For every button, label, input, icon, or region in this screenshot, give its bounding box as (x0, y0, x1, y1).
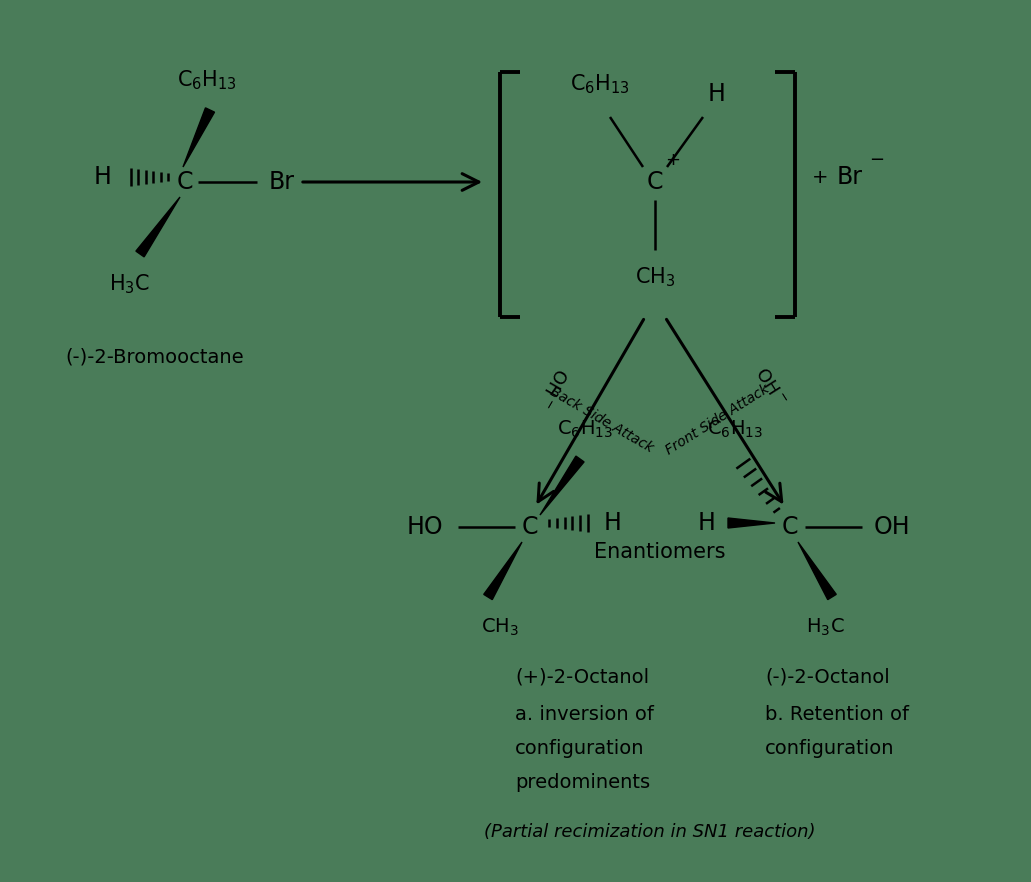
Polygon shape (484, 542, 522, 600)
Text: $\mathregular{OH^-}$: $\mathregular{OH^-}$ (534, 364, 570, 409)
Text: configuration: configuration (765, 739, 895, 759)
Text: Enantiomers: Enantiomers (594, 542, 726, 562)
Text: C: C (646, 170, 663, 194)
Text: (Partial recimization in SN1 reaction): (Partial recimization in SN1 reaction) (485, 823, 816, 841)
Text: $\mathregular{H_3C}$: $\mathregular{H_3C}$ (805, 617, 844, 638)
Text: H: H (698, 511, 716, 535)
Text: HO: HO (406, 515, 443, 539)
Text: Back Side Attack: Back Side Attack (547, 385, 656, 455)
Text: C: C (522, 515, 538, 539)
Text: +: + (665, 151, 680, 169)
Text: $\mathregular{C_6H_{13}}$: $\mathregular{C_6H_{13}}$ (707, 418, 763, 439)
Text: b. Retention of: b. Retention of (765, 706, 909, 724)
Text: (-)-2-Octanol: (-)-2-Octanol (765, 668, 890, 686)
Text: $\mathregular{C_6H_{13}}$: $\mathregular{C_6H_{13}}$ (177, 68, 237, 92)
Text: H: H (708, 82, 726, 106)
Text: $\mathregular{CH_3}$: $\mathregular{CH_3}$ (481, 617, 519, 638)
Text: $\mathregular{OH^-}$: $\mathregular{OH^-}$ (752, 364, 789, 409)
Text: $\mathregular{CH_3}$: $\mathregular{CH_3}$ (635, 265, 675, 288)
Polygon shape (540, 456, 585, 515)
Polygon shape (136, 197, 180, 257)
Text: (-)-2-Bromooctane: (-)-2-Bromooctane (65, 348, 243, 367)
Text: C: C (176, 170, 193, 194)
Text: $\mathregular{H_3C}$: $\mathregular{H_3C}$ (109, 273, 151, 295)
Text: a. inversion of: a. inversion of (516, 706, 654, 724)
Text: H: H (94, 165, 112, 189)
Polygon shape (182, 108, 214, 167)
Text: configuration: configuration (516, 739, 644, 759)
Text: Front Side Attack: Front Side Attack (663, 382, 771, 458)
Text: (+)-2-Octanol: (+)-2-Octanol (516, 668, 650, 686)
Text: Br: Br (837, 165, 863, 189)
Text: H: H (604, 511, 622, 535)
Text: −: − (869, 151, 885, 169)
Text: $\mathregular{C_6H_{13}}$: $\mathregular{C_6H_{13}}$ (570, 72, 630, 96)
Polygon shape (798, 542, 836, 600)
Text: +: + (811, 168, 828, 186)
Text: C: C (781, 515, 798, 539)
Text: $\mathregular{C_6H_{13}}$: $\mathregular{C_6H_{13}}$ (557, 418, 613, 439)
Polygon shape (728, 518, 775, 528)
Text: predominents: predominents (516, 774, 651, 793)
Text: OH: OH (873, 515, 910, 539)
Text: Br: Br (269, 170, 295, 194)
